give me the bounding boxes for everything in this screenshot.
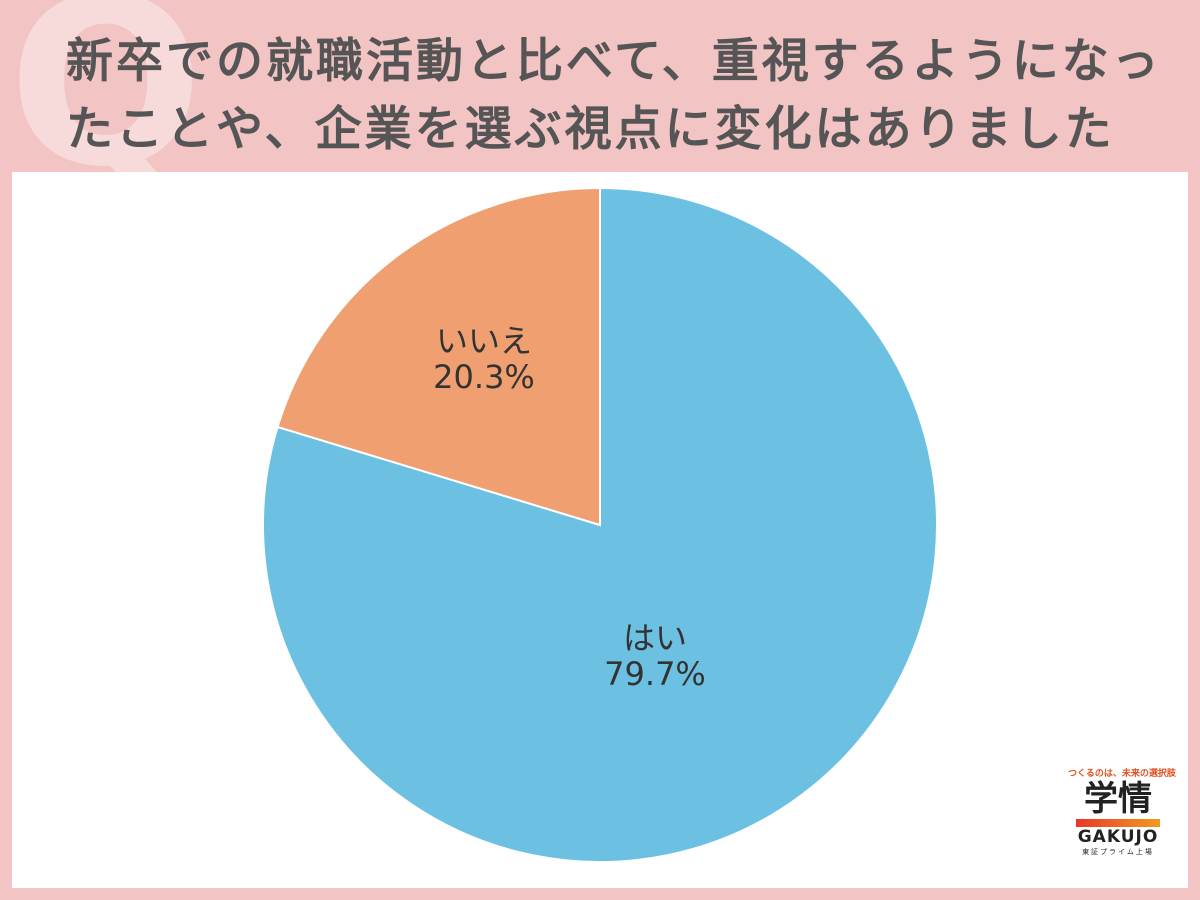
slice-label: いいえ bbox=[436, 322, 532, 360]
logo-note: 東証プライム上場 bbox=[1082, 848, 1154, 856]
value-label: 20.3% bbox=[433, 358, 535, 396]
logo-tagline: つくるのは、未来の選択肢 bbox=[1068, 769, 1176, 779]
slice-label: はい bbox=[623, 619, 687, 657]
logo-roman: GAKUJO bbox=[1077, 827, 1159, 847]
logo: つくるのは、未来の選択肢 学情 GAKUJO 東証プライム上場 bbox=[1068, 766, 1176, 857]
value-label: 79.7% bbox=[604, 655, 706, 693]
logo-name: 学情 bbox=[1084, 779, 1152, 819]
pie-slice bbox=[276, 186, 601, 527]
watermark: Q bbox=[8, 0, 204, 218]
logo-bar bbox=[1076, 819, 1160, 827]
